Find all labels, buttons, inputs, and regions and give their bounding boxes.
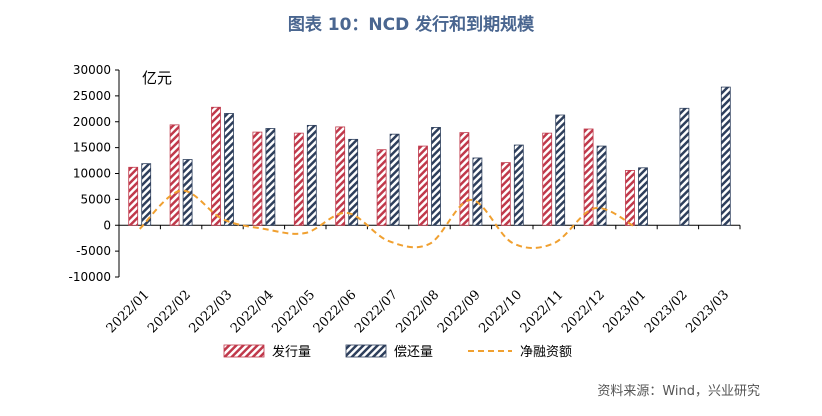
bar-repayment (306, 124, 317, 226)
bar-repayment (720, 86, 731, 226)
legend-swatch-issuance (223, 344, 265, 358)
x-tick-label: 2022/07 (352, 287, 401, 336)
bar-repayment (555, 114, 566, 226)
bar-issuance (293, 132, 304, 226)
bar-issuance (252, 131, 263, 226)
bar-repayment (596, 145, 607, 226)
bar-issuance (128, 166, 139, 226)
bar-repayment (224, 113, 234, 226)
bar-repayment (638, 167, 648, 226)
bar-issuance (211, 106, 221, 226)
bar-issuance (169, 124, 180, 226)
x-tick-label: 2022/01 (104, 287, 153, 336)
bar-issuance (335, 126, 346, 226)
y-tick-label: 10000 (73, 167, 111, 181)
y-tick-label: 5000 (80, 192, 111, 206)
bar-issuance (418, 145, 428, 226)
y-tick-label: 15000 (73, 141, 111, 155)
x-tick-label: 2022/06 (311, 287, 360, 336)
bar-repayment (141, 163, 152, 226)
legend-label-issuance: 发行量 (272, 344, 311, 360)
y-tick-label: -10000 (68, 270, 111, 284)
bar-repayment (348, 138, 359, 226)
bar-repayment (513, 144, 524, 226)
chart-title: 图表 10：NCD 发行和到期规模 (287, 15, 535, 35)
y-tick-label: 0 (103, 218, 111, 232)
bar-repayment (679, 107, 690, 226)
x-tick-label: 2022/12 (559, 287, 608, 336)
bar-issuance (459, 132, 470, 226)
y-tick-label: 20000 (73, 115, 111, 129)
x-tick-label: 2022/10 (476, 287, 525, 336)
bar-issuance (500, 162, 511, 226)
y-tick-label: 25000 (73, 89, 111, 103)
x-tick-label: 2023/03 (683, 287, 732, 336)
source-note: 资料来源：Wind，兴业研究 (597, 384, 760, 399)
legend-swatch-repayment (345, 344, 387, 358)
x-tick-label: 2023/02 (642, 287, 691, 336)
bar-issuance (625, 169, 635, 226)
y-tick-label: 30000 (73, 63, 111, 77)
unit-label: 亿元 (142, 69, 172, 87)
x-tick-label: 2022/02 (145, 287, 194, 336)
bar-issuance (583, 128, 594, 226)
bar-repayment (265, 128, 276, 226)
bar-repayment (472, 157, 483, 226)
x-tick-label: 2022/09 (435, 287, 484, 336)
legend-label-net-financing: 净融资额 (520, 345, 572, 360)
x-tick-label: 2022/04 (228, 287, 277, 336)
x-tick-label: 2022/05 (269, 287, 318, 336)
series-line-net-financing (138, 189, 637, 249)
x-tick-label: 2022/03 (187, 287, 236, 336)
y-tick-label: -5000 (76, 244, 111, 258)
x-tick-label: 2022/08 (394, 287, 443, 336)
x-tick-label: 2022/11 (518, 287, 567, 336)
x-tick-label: 2023/01 (601, 287, 650, 336)
legend-label-repayment: 偿还量 (394, 345, 433, 360)
bar-issuance (376, 149, 387, 226)
bar-issuance (542, 132, 553, 226)
bar-repayment (431, 127, 441, 226)
bar-repayment (389, 133, 400, 226)
